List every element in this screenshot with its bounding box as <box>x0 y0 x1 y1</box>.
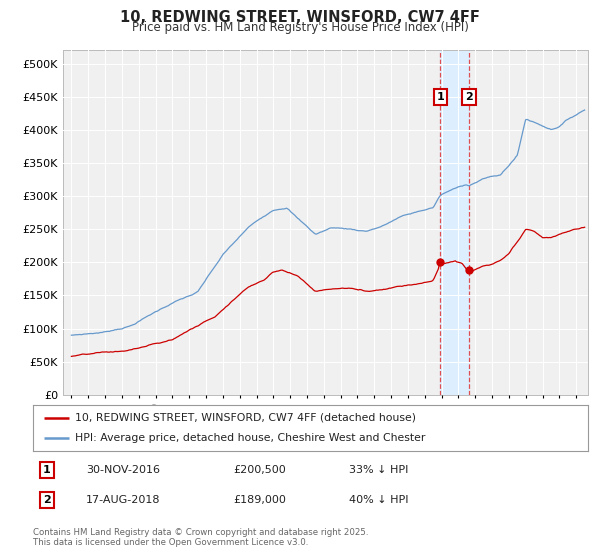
Text: Contains HM Land Registry data © Crown copyright and database right 2025.
This d: Contains HM Land Registry data © Crown c… <box>33 528 368 547</box>
Text: 10, REDWING STREET, WINSFORD, CW7 4FF: 10, REDWING STREET, WINSFORD, CW7 4FF <box>120 10 480 25</box>
Text: 1: 1 <box>43 465 51 475</box>
Text: 17-AUG-2018: 17-AUG-2018 <box>86 494 160 505</box>
Text: £189,000: £189,000 <box>233 494 286 505</box>
Text: 30-NOV-2016: 30-NOV-2016 <box>86 465 160 475</box>
Text: 1: 1 <box>436 92 444 102</box>
Text: 2: 2 <box>43 494 51 505</box>
Text: 33% ↓ HPI: 33% ↓ HPI <box>349 465 409 475</box>
Text: Price paid vs. HM Land Registry's House Price Index (HPI): Price paid vs. HM Land Registry's House … <box>131 21 469 34</box>
Text: 10, REDWING STREET, WINSFORD, CW7 4FF (detached house): 10, REDWING STREET, WINSFORD, CW7 4FF (d… <box>74 413 416 423</box>
Text: 40% ↓ HPI: 40% ↓ HPI <box>349 494 409 505</box>
Text: £200,500: £200,500 <box>233 465 286 475</box>
Text: 2: 2 <box>465 92 473 102</box>
Text: HPI: Average price, detached house, Cheshire West and Chester: HPI: Average price, detached house, Ches… <box>74 433 425 443</box>
Bar <box>440 50 469 395</box>
